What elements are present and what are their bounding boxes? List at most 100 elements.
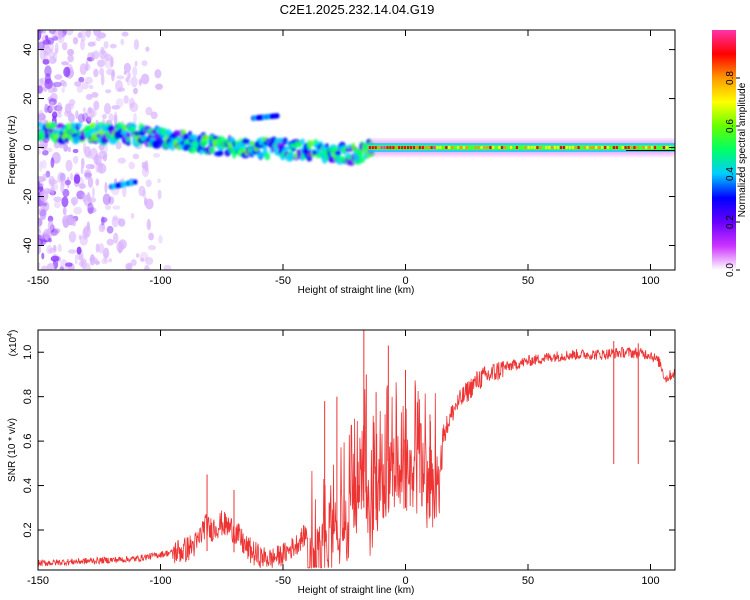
noise-speckle <box>163 264 172 270</box>
noise-speckle <box>48 179 58 185</box>
noise-speckle <box>42 58 50 65</box>
chart-title: C2E1.2025.232.14.04.G19 <box>280 2 435 17</box>
noise-speckle <box>50 157 55 169</box>
noise-speckle <box>98 143 105 151</box>
noise-speckle <box>45 170 51 178</box>
noise-speckle <box>47 43 55 53</box>
noise-speckle <box>102 193 111 206</box>
noise-speckle <box>42 173 47 182</box>
noise-speckle <box>62 206 67 216</box>
line-segment <box>498 146 501 150</box>
noise-speckle <box>61 61 69 66</box>
ridge-blob <box>324 143 329 148</box>
noise-speckle <box>80 166 84 175</box>
noise-speckle <box>157 189 162 200</box>
noise-speckle <box>78 76 85 83</box>
snr-xtick-label: -100 <box>149 575 171 587</box>
noise-speckle <box>38 262 41 269</box>
noise-speckle <box>93 100 100 111</box>
noise-speckle <box>48 56 57 64</box>
ridge-blob <box>209 146 216 154</box>
noise-speckle <box>39 209 47 221</box>
snr-ylabel: SNR (10 * v/v) <box>7 418 18 482</box>
line-segment <box>645 146 648 150</box>
noise-speckle <box>60 259 68 270</box>
noise-speckle <box>85 163 95 170</box>
noise-speckle <box>85 30 91 38</box>
noise-speckle <box>111 105 120 110</box>
noise-speckle <box>145 107 153 116</box>
ridge-blob <box>64 137 69 143</box>
noise-speckle <box>128 97 135 108</box>
noise-speckle <box>70 172 73 181</box>
line-segment <box>642 146 645 150</box>
noise-speckle <box>113 232 119 244</box>
spectrogram-ytick-label: -20 <box>22 189 34 205</box>
noise-speckle <box>103 41 109 49</box>
noise-speckle <box>51 30 56 39</box>
noise-speckle <box>49 48 53 53</box>
noise-speckle <box>97 166 103 173</box>
noise-speckle <box>87 202 94 215</box>
ridge-blob <box>294 142 303 148</box>
noise-speckle <box>74 254 78 265</box>
line-segment <box>562 146 565 150</box>
line-segment <box>586 146 589 150</box>
spectrogram-ytick-label: -40 <box>22 238 34 254</box>
noise-speckle <box>123 95 129 104</box>
noise-speckle <box>93 30 101 37</box>
ridge-band <box>38 113 375 190</box>
line-segment <box>409 146 413 150</box>
noise-speckle <box>111 216 119 228</box>
colorbar-tick-label: 0.0 <box>725 263 736 277</box>
noise-speckle <box>68 99 76 106</box>
noise-speckle <box>62 188 70 198</box>
ridge-blob <box>182 133 189 139</box>
noise-speckle <box>115 141 122 150</box>
line-segment <box>380 146 383 150</box>
noise-speckle <box>67 146 71 153</box>
noise-speckle <box>89 108 97 118</box>
line-segment <box>412 146 416 150</box>
noise-speckle <box>105 204 111 210</box>
line-segment <box>653 146 657 150</box>
noise-speckle <box>86 115 94 122</box>
noise-speckle <box>67 113 75 123</box>
ridge-blob <box>203 139 208 145</box>
noise-speckle <box>138 185 146 197</box>
noise-speckle <box>145 198 154 210</box>
noise-speckle <box>77 113 85 123</box>
line-segment <box>621 146 624 150</box>
noise-speckle <box>78 253 84 261</box>
noise-speckle <box>139 79 142 85</box>
colorbar-tick-label: 0.8 <box>725 71 736 85</box>
noise-speckle <box>155 83 163 90</box>
noise-speckle <box>139 251 149 262</box>
noise-speckle <box>72 148 79 154</box>
noise-speckle <box>106 225 114 234</box>
snr-frame <box>37 329 676 571</box>
noise-speckle <box>108 113 114 122</box>
line-segment <box>456 146 460 150</box>
ridge-blob <box>218 149 224 155</box>
line-segment <box>477 146 480 150</box>
noise-speckle <box>100 216 105 226</box>
noise-speckle <box>44 51 49 56</box>
spectrogram-xtick-label: -50 <box>275 275 291 287</box>
ridge-blob <box>239 146 247 151</box>
noise-speckle <box>88 84 94 90</box>
line-segment <box>451 146 454 150</box>
line-segment <box>577 146 580 150</box>
line-segment <box>639 146 642 150</box>
snr-line <box>38 346 675 570</box>
noise-speckle <box>57 243 62 253</box>
noise-speckle <box>42 202 48 207</box>
noise-speckle <box>48 51 56 58</box>
noise-speckle <box>54 74 63 80</box>
line-segment <box>374 146 377 150</box>
noise-speckle <box>93 50 100 60</box>
noise-speckle <box>76 246 82 255</box>
noise-speckle <box>127 71 131 80</box>
line-segment <box>430 146 433 150</box>
ridge-blob <box>358 155 366 163</box>
